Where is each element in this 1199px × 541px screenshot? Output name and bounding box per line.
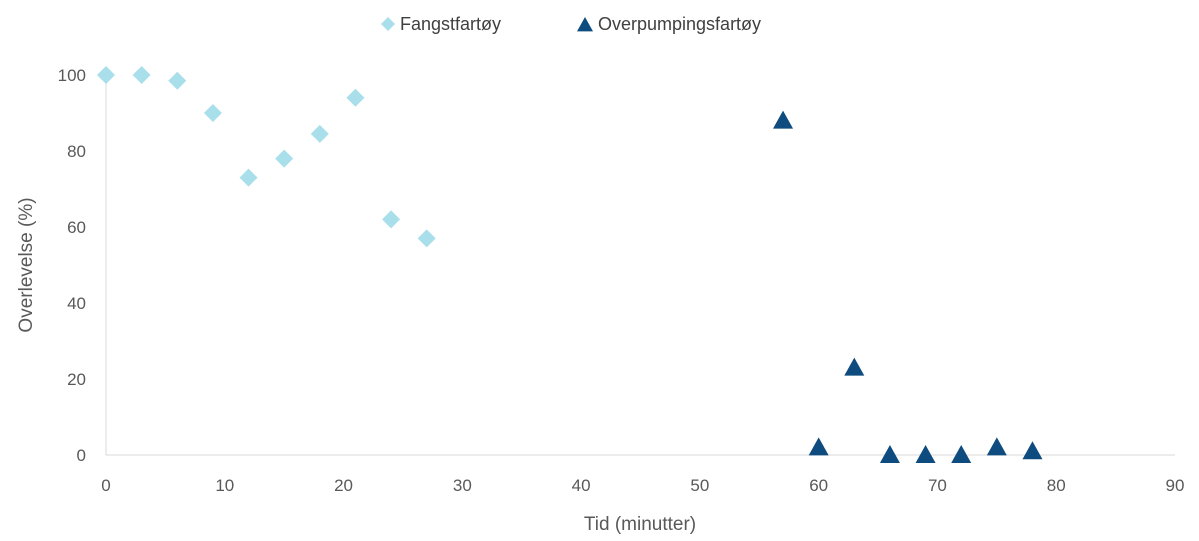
diamond-point xyxy=(275,149,294,168)
x-tick-label: 10 xyxy=(215,476,234,495)
x-tick-label: 60 xyxy=(809,476,828,495)
x-tick-label: 70 xyxy=(928,476,947,495)
triangle-point xyxy=(844,357,865,376)
diamond-point xyxy=(417,229,436,248)
x-tick-labels: 0 10 20 30 40 50 60 70 80 90 xyxy=(101,476,1184,495)
diamond-point xyxy=(346,88,365,107)
diamond-point xyxy=(203,104,222,122)
x-axis-title: Tid (minutter) xyxy=(584,514,696,535)
y-tick-label: 0 xyxy=(77,446,86,465)
legend-item-overpumpingsfartoy: Overpumpingsfartøy xyxy=(577,14,761,34)
diamond-point xyxy=(168,71,187,90)
y-tick-label: 20 xyxy=(67,370,86,389)
legend-triangle-marker xyxy=(577,17,593,32)
x-tick-label: 30 xyxy=(453,476,472,495)
data-points xyxy=(97,66,1043,463)
axes xyxy=(105,75,1175,456)
legend-label-overpumpingsfartoy: Overpumpingsfartøy xyxy=(598,14,761,34)
diamond-point xyxy=(132,66,151,84)
x-tick-label: 20 xyxy=(334,476,353,495)
x-tick-label: 0 xyxy=(101,476,110,495)
y-tick-label: 40 xyxy=(67,294,86,313)
triangle-point xyxy=(773,110,794,129)
x-tick-label: 50 xyxy=(690,476,709,495)
triangle-point xyxy=(808,437,829,456)
x-tick-label: 40 xyxy=(572,476,591,495)
x-tick-label: 90 xyxy=(1166,476,1185,495)
x-tick-label: 80 xyxy=(1047,476,1066,495)
triangle-point xyxy=(951,445,972,463)
y-tick-label: 60 xyxy=(67,218,86,237)
triangle-point xyxy=(915,445,936,463)
diamond-point xyxy=(310,124,329,143)
triangle-point xyxy=(879,445,900,463)
diamond-point xyxy=(239,168,258,187)
triangle-point xyxy=(986,437,1007,456)
y-tick-labels: 0 20 40 60 80 100 xyxy=(58,66,86,465)
diamond-point xyxy=(382,210,401,229)
legend: Fangstfartøy Overpumpingsfartøy xyxy=(381,14,761,34)
legend-diamond-marker xyxy=(381,17,395,31)
legend-item-fangstfartoy: Fangstfartøy xyxy=(381,14,501,34)
legend-label-fangstfartoy: Fangstfartøy xyxy=(400,14,501,34)
y-tick-label: 100 xyxy=(58,66,86,85)
diamond-point xyxy=(97,66,115,84)
y-tick-label: 80 xyxy=(67,142,86,161)
y-axis-title: Overlevelse (%) xyxy=(16,197,37,332)
triangle-point xyxy=(1022,441,1043,460)
